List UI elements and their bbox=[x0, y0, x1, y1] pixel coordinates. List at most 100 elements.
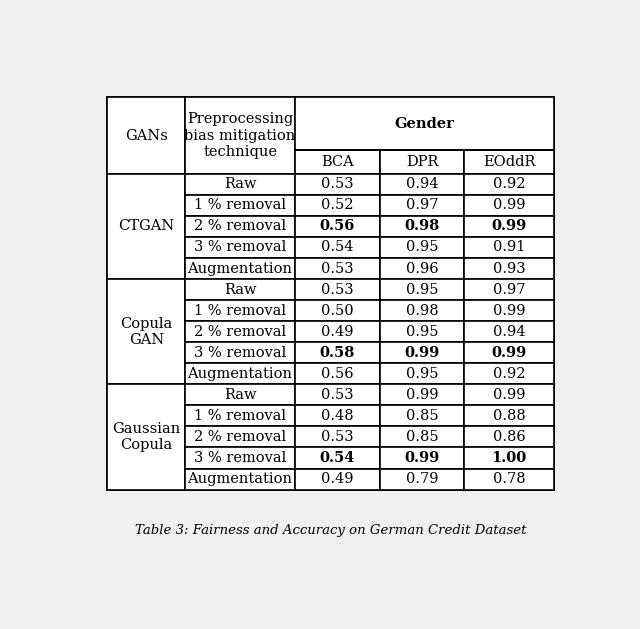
Bar bbox=[380, 300, 465, 321]
Bar bbox=[295, 279, 380, 300]
Text: 0.99: 0.99 bbox=[492, 220, 527, 233]
Text: 0.99: 0.99 bbox=[404, 451, 440, 465]
Text: 0.95: 0.95 bbox=[406, 325, 438, 338]
Bar bbox=[295, 342, 380, 364]
Bar bbox=[108, 384, 186, 489]
Bar bbox=[380, 279, 465, 300]
Text: 0.95: 0.95 bbox=[406, 240, 438, 255]
Bar bbox=[108, 174, 186, 279]
Text: 0.50: 0.50 bbox=[321, 304, 353, 318]
Bar bbox=[380, 174, 465, 195]
Bar bbox=[295, 469, 380, 489]
Bar bbox=[295, 150, 380, 174]
Bar bbox=[186, 364, 295, 384]
Text: 0.54: 0.54 bbox=[321, 240, 353, 255]
Bar bbox=[465, 174, 554, 195]
Bar bbox=[380, 321, 465, 342]
Bar bbox=[186, 97, 295, 174]
Text: Raw: Raw bbox=[224, 177, 257, 191]
Text: 0.78: 0.78 bbox=[493, 472, 525, 486]
Bar bbox=[295, 195, 380, 216]
Text: 0.53: 0.53 bbox=[321, 177, 353, 191]
Text: Copula
GAN: Copula GAN bbox=[120, 316, 172, 347]
Text: 0.98: 0.98 bbox=[406, 304, 438, 318]
Text: Augmentation: Augmentation bbox=[188, 262, 292, 276]
Text: Raw: Raw bbox=[224, 282, 257, 296]
Bar bbox=[186, 405, 295, 426]
Bar bbox=[295, 447, 380, 469]
Bar bbox=[186, 195, 295, 216]
Text: 0.49: 0.49 bbox=[321, 325, 353, 338]
Text: 0.49: 0.49 bbox=[321, 472, 353, 486]
Text: 0.94: 0.94 bbox=[406, 177, 438, 191]
Bar bbox=[380, 426, 465, 447]
Bar bbox=[380, 384, 465, 405]
Bar bbox=[295, 405, 380, 426]
Text: 0.56: 0.56 bbox=[321, 367, 353, 381]
Text: Preprocessing
bias mitigation
technique: Preprocessing bias mitigation technique bbox=[184, 113, 296, 159]
Bar bbox=[186, 237, 295, 258]
Text: 0.95: 0.95 bbox=[406, 282, 438, 296]
Text: Table 3: Fairness and Accuracy on German Credit Dataset: Table 3: Fairness and Accuracy on German… bbox=[135, 524, 526, 537]
Text: 3 % removal: 3 % removal bbox=[194, 451, 286, 465]
Bar bbox=[465, 279, 554, 300]
Bar bbox=[380, 342, 465, 364]
Text: 0.91: 0.91 bbox=[493, 240, 525, 255]
Text: GANs: GANs bbox=[125, 128, 168, 143]
Bar bbox=[186, 342, 295, 364]
Bar bbox=[186, 216, 295, 237]
Bar bbox=[380, 258, 465, 279]
Bar bbox=[380, 469, 465, 489]
Text: 0.88: 0.88 bbox=[493, 409, 525, 423]
Bar bbox=[380, 447, 465, 469]
Bar bbox=[186, 384, 295, 405]
Bar bbox=[465, 364, 554, 384]
Text: 0.97: 0.97 bbox=[493, 282, 525, 296]
Text: 0.56: 0.56 bbox=[319, 220, 355, 233]
Bar bbox=[295, 384, 380, 405]
Bar bbox=[465, 342, 554, 364]
Bar bbox=[465, 447, 554, 469]
Text: 0.98: 0.98 bbox=[404, 220, 440, 233]
Bar bbox=[380, 237, 465, 258]
Bar bbox=[186, 447, 295, 469]
Bar bbox=[465, 300, 554, 321]
Text: Augmentation: Augmentation bbox=[188, 472, 292, 486]
Text: Raw: Raw bbox=[224, 388, 257, 402]
Text: 0.48: 0.48 bbox=[321, 409, 353, 423]
Text: Augmentation: Augmentation bbox=[188, 367, 292, 381]
Bar bbox=[186, 300, 295, 321]
Bar bbox=[186, 426, 295, 447]
Bar bbox=[295, 364, 380, 384]
Bar bbox=[186, 258, 295, 279]
Text: 0.53: 0.53 bbox=[321, 282, 353, 296]
Bar bbox=[380, 405, 465, 426]
Bar bbox=[465, 150, 554, 174]
Text: 0.85: 0.85 bbox=[406, 409, 438, 423]
Text: 0.99: 0.99 bbox=[493, 304, 525, 318]
Bar bbox=[380, 364, 465, 384]
Text: 2 % removal: 2 % removal bbox=[194, 325, 286, 338]
Text: 0.53: 0.53 bbox=[321, 430, 353, 444]
Text: 0.92: 0.92 bbox=[493, 177, 525, 191]
Text: EOddR: EOddR bbox=[483, 155, 535, 169]
Text: 0.99: 0.99 bbox=[406, 388, 438, 402]
Text: 0.53: 0.53 bbox=[321, 262, 353, 276]
Bar bbox=[465, 426, 554, 447]
Bar bbox=[465, 469, 554, 489]
Bar bbox=[465, 384, 554, 405]
Bar bbox=[465, 405, 554, 426]
Text: 3 % removal: 3 % removal bbox=[194, 346, 286, 360]
Text: 0.94: 0.94 bbox=[493, 325, 525, 338]
Bar bbox=[465, 321, 554, 342]
Bar bbox=[295, 237, 380, 258]
Bar bbox=[295, 97, 554, 150]
Text: 0.79: 0.79 bbox=[406, 472, 438, 486]
Text: 1 % removal: 1 % removal bbox=[194, 198, 286, 213]
Text: CTGAN: CTGAN bbox=[118, 220, 175, 233]
Bar bbox=[295, 258, 380, 279]
Text: 0.99: 0.99 bbox=[404, 346, 440, 360]
Text: 2 % removal: 2 % removal bbox=[194, 430, 286, 444]
Text: 1 % removal: 1 % removal bbox=[194, 304, 286, 318]
Text: Gender: Gender bbox=[394, 117, 454, 131]
